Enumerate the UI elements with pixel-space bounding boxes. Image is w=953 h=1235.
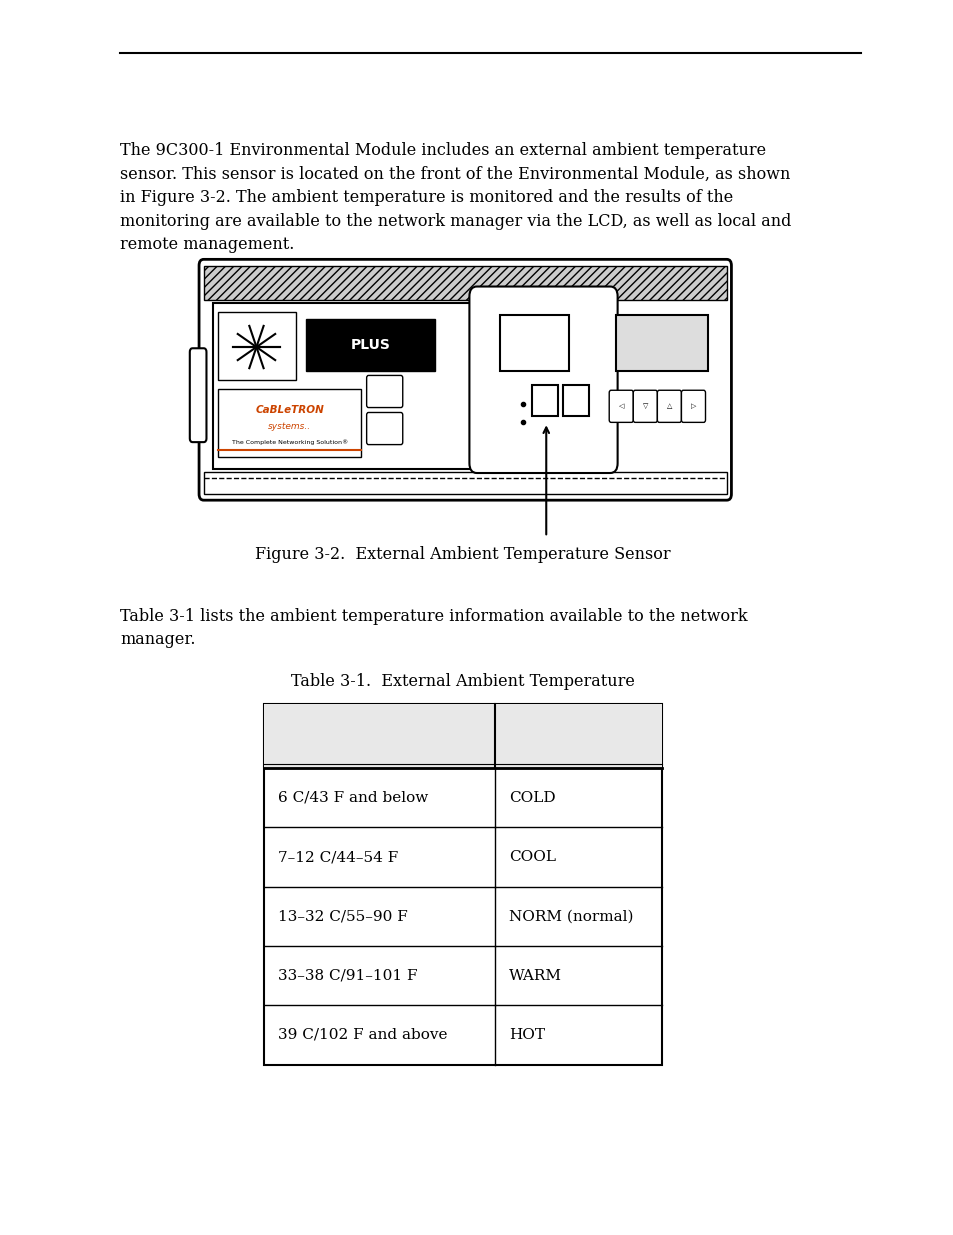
FancyBboxPatch shape <box>366 412 402 445</box>
Bar <box>532 385 558 416</box>
FancyBboxPatch shape <box>609 390 633 422</box>
Text: COLD: COLD <box>509 790 556 805</box>
Bar <box>213 303 516 469</box>
Text: WARM: WARM <box>509 968 561 983</box>
Text: Table 3-1.  External Ambient Temperature: Table 3-1. External Ambient Temperature <box>291 673 634 690</box>
Text: 7–12 C/44–54 F: 7–12 C/44–54 F <box>277 850 397 864</box>
Text: The Complete Networking Solution®: The Complete Networking Solution® <box>232 440 348 445</box>
Text: COOL: COOL <box>509 850 556 864</box>
Text: ▷: ▷ <box>690 404 696 409</box>
Text: Table 3-1 lists the ambient temperature information available to the network
man: Table 3-1 lists the ambient temperature … <box>120 608 747 648</box>
Text: 6 C/43 F and below: 6 C/43 F and below <box>277 790 428 805</box>
Bar <box>204 266 726 300</box>
Text: The 9C300-1 Environmental Module includes an external ambient temperature
sensor: The 9C300-1 Environmental Module include… <box>120 142 791 253</box>
Text: △: △ <box>666 404 671 409</box>
Text: Figure 3-2.  External Ambient Temperature Sensor: Figure 3-2. External Ambient Temperature… <box>254 546 670 563</box>
Text: 39 C/102 F and above: 39 C/102 F and above <box>277 1028 447 1042</box>
Bar <box>204 472 726 494</box>
FancyBboxPatch shape <box>469 287 617 473</box>
Bar <box>305 319 435 370</box>
Text: NORM (normal): NORM (normal) <box>509 909 633 924</box>
FancyBboxPatch shape <box>366 375 402 408</box>
Text: PLUS: PLUS <box>350 337 390 352</box>
Text: CaBLeTRON: CaBLeTRON <box>255 405 324 415</box>
Text: 33–38 C/91–101 F: 33–38 C/91–101 F <box>277 968 416 983</box>
Bar <box>615 315 707 370</box>
Bar <box>264 704 661 768</box>
Bar <box>499 315 569 370</box>
Bar <box>217 312 296 380</box>
Bar <box>264 704 661 1065</box>
FancyBboxPatch shape <box>190 348 206 442</box>
Bar <box>562 385 588 416</box>
Text: ◁: ◁ <box>618 404 623 409</box>
FancyBboxPatch shape <box>680 390 705 422</box>
Text: systems..: systems.. <box>268 421 311 431</box>
FancyBboxPatch shape <box>633 390 657 422</box>
Bar <box>217 389 360 457</box>
FancyBboxPatch shape <box>199 259 731 500</box>
Text: ▽: ▽ <box>642 404 647 409</box>
FancyBboxPatch shape <box>657 390 680 422</box>
Text: HOT: HOT <box>509 1028 545 1042</box>
Text: 13–32 C/55–90 F: 13–32 C/55–90 F <box>277 909 407 924</box>
